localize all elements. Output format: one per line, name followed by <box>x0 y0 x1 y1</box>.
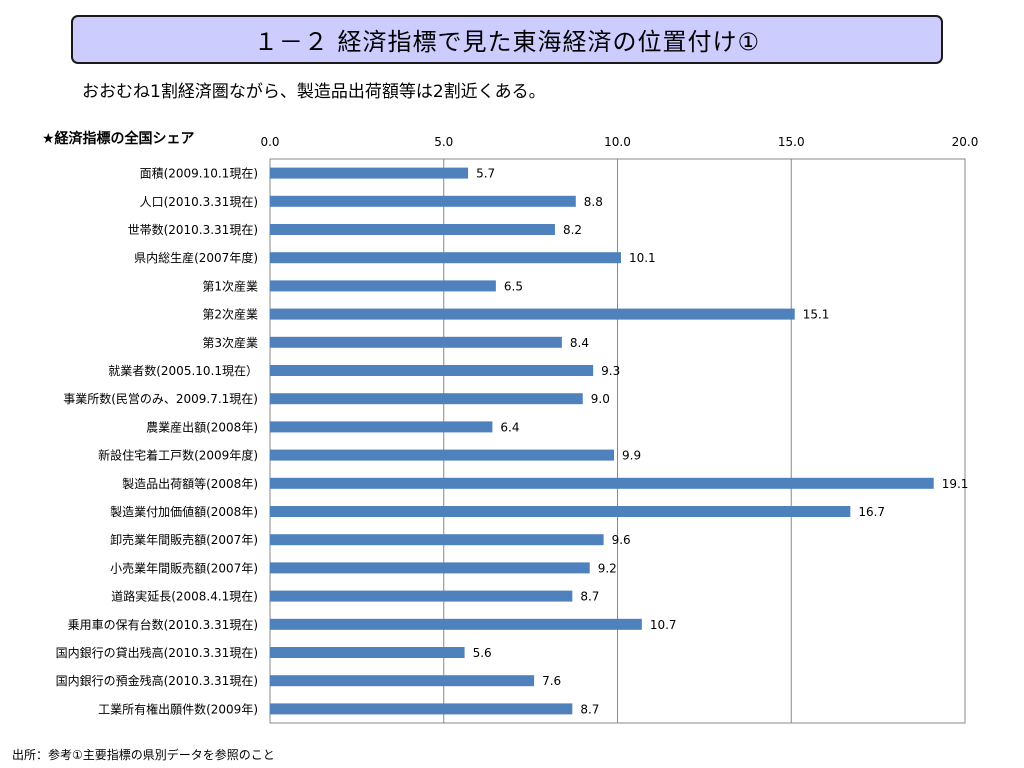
category-label: 卸売業年間販売額(2007年) <box>110 532 258 547</box>
value-label: 8.4 <box>570 336 589 350</box>
category-label: 製造品出荷額等(2008年) <box>122 477 258 491</box>
value-label: 7.6 <box>542 674 561 688</box>
x-tick-label: 5.0 <box>434 135 453 149</box>
value-label: 5.6 <box>473 646 492 660</box>
category-label: 第1次産業 <box>202 278 258 293</box>
category-label: 世帯数(2010.3.31現在) <box>128 222 258 237</box>
bar <box>270 280 496 292</box>
page-subtitle: おおむね1割経済圏ながら、製造品出荷額等は2割近くある。 <box>82 82 546 102</box>
source-note: 出所：参考①主要指標の県別データを参照のこと <box>12 748 275 762</box>
value-label: 9.6 <box>612 533 631 547</box>
value-label: 10.1 <box>629 251 656 265</box>
value-label: 9.9 <box>622 449 641 463</box>
value-label: 8.7 <box>580 590 599 604</box>
x-tick-label: 10.0 <box>604 135 631 149</box>
category-label: 道路実延長(2008.4.1現在) <box>111 589 258 604</box>
value-label: 6.5 <box>504 279 523 293</box>
value-label: 9.0 <box>591 392 610 406</box>
category-label: 就業者数(2005.10.1現在） <box>108 363 258 378</box>
bar <box>270 308 795 320</box>
value-label: 10.7 <box>650 618 677 632</box>
category-label: 第3次産業 <box>202 335 258 350</box>
value-label: 8.8 <box>584 195 603 209</box>
x-tick-label: 20.0 <box>952 135 979 149</box>
category-label: 製造業付加価値額(2008年) <box>110 504 258 519</box>
x-tick-label: 15.0 <box>778 135 805 149</box>
category-label: 面積(2009.10.1現在) <box>140 166 258 181</box>
page-title: １－２ 経済指標で見た東海経済の位置付け① <box>253 28 761 56</box>
value-label: 5.7 <box>476 167 495 181</box>
value-label: 15.1 <box>803 308 830 322</box>
bar <box>270 675 535 687</box>
category-label: 事業所数(民営のみ、2009.7.1現在) <box>63 391 258 406</box>
bar <box>270 703 573 715</box>
category-label: 国内銀行の貸出残高(2010.3.31現在) <box>56 645 258 660</box>
bar <box>270 393 583 405</box>
value-label: 9.2 <box>598 561 617 575</box>
bar <box>270 449 615 461</box>
category-label: 工業所有権出願件数(2009年) <box>98 701 258 716</box>
value-label: 8.2 <box>563 223 582 237</box>
category-label: 農業産出額(2008年) <box>146 419 258 434</box>
share-bar-chart: 0.0 5.0 10.0 15.0 20.0 面積(2009.10.1現在) 5.7 人口(2… <box>56 135 979 724</box>
bar <box>270 224 555 235</box>
bar <box>270 590 573 602</box>
category-label: 第2次産業 <box>202 307 258 322</box>
bar <box>270 477 934 489</box>
bar <box>270 365 594 376</box>
page-title-box: １－２ 経済指標で見た東海経済の位置付け① <box>71 15 943 64</box>
bar <box>270 252 621 264</box>
chart-heading: ★経済指標の全国シェア <box>42 131 195 147</box>
category-label: 小売業年間販売額(2007年) <box>110 560 258 575</box>
bar <box>270 336 562 348</box>
value-label: 8.7 <box>580 702 599 716</box>
value-label: 9.3 <box>601 364 620 378</box>
bar <box>270 534 604 546</box>
category-label: 乗用車の保有台数(2010.3.31現在) <box>68 617 258 632</box>
bar <box>270 421 493 433</box>
bar <box>270 167 469 179</box>
x-tick-label: 0.0 <box>260 135 279 149</box>
category-label: 人口(2010.3.31現在) <box>140 195 258 209</box>
category-label: 新設住宅着工戸数(2009年度) <box>98 448 258 463</box>
bar <box>270 195 576 207</box>
bar <box>270 506 851 517</box>
category-label: 国内銀行の預金残高(2010.3.31現在) <box>56 673 258 688</box>
bar <box>270 562 590 574</box>
bar <box>270 618 642 630</box>
value-label: 19.1 <box>942 477 969 491</box>
value-label: 16.7 <box>858 505 885 519</box>
value-label: 6.4 <box>500 420 519 434</box>
category-label: 県内総生産(2007年度) <box>134 250 258 265</box>
bar <box>270 647 465 658</box>
